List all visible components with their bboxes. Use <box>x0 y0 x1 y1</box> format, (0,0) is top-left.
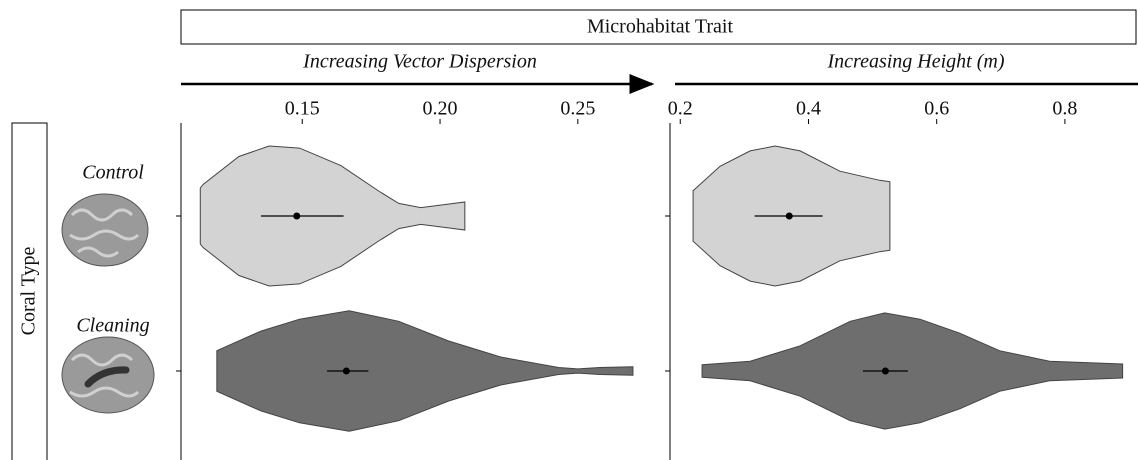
y-axis-label: Coral Type <box>18 246 40 335</box>
category-label: Cleaning <box>76 315 149 337</box>
violin <box>216 310 634 432</box>
x-tick-label: 0.25 <box>560 98 595 120</box>
header-box <box>180 9 1137 45</box>
mean-point <box>785 212 793 220</box>
header-title: Microhabitat Trait <box>587 16 734 38</box>
x-tick-label: 0.15 <box>285 98 320 120</box>
row-header-box <box>11 122 48 460</box>
mean-point <box>293 212 301 220</box>
x-tick-label: 0.6 <box>924 98 949 120</box>
x-tick-label: 0.4 <box>796 98 821 120</box>
x-tick-label: 0.20 <box>423 98 458 120</box>
mean-point <box>342 367 350 375</box>
coral-icon <box>61 336 155 414</box>
mean-point <box>881 367 889 375</box>
x-axis-label: Increasing Height (m) <box>827 51 1005 73</box>
coral-icon <box>61 193 149 267</box>
x-tick-label: 0.8 <box>1052 98 1077 120</box>
violin <box>701 312 1124 430</box>
x-tick-label: 0.2 <box>668 98 693 120</box>
category-label: Control <box>82 162 144 184</box>
x-axis-label: Increasing Vector Dispersion <box>302 51 537 73</box>
